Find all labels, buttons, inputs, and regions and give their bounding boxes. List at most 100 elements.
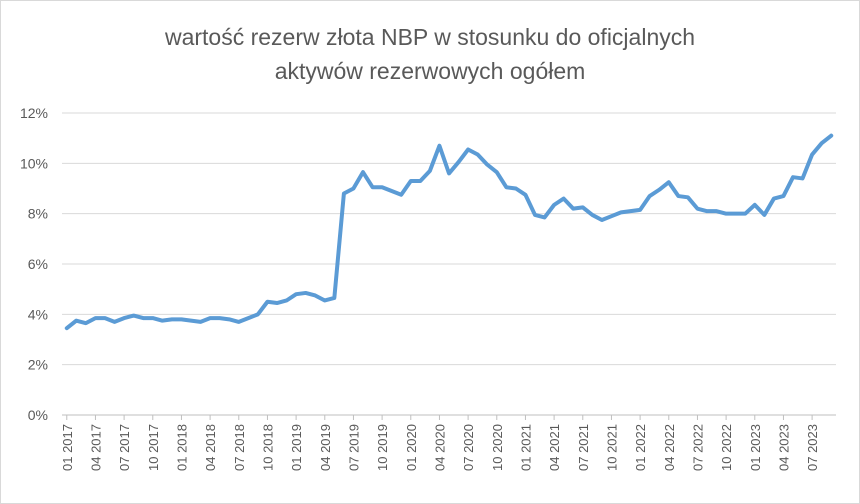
x-tick-label: 01 2022 (633, 424, 648, 471)
chart-title-line-2: aktywów rezerwowych ogółem (274, 58, 586, 84)
data-point (791, 175, 795, 179)
data-point (342, 192, 346, 196)
data-point (772, 197, 776, 201)
data-point (676, 194, 680, 198)
y-tick-label: 8% (28, 206, 48, 222)
x-tick-label: 01 2017 (60, 424, 75, 471)
x-tick-label: 07 2019 (346, 424, 361, 471)
series-line (64, 133, 834, 331)
data-point (65, 326, 69, 330)
data-point (476, 153, 480, 157)
plot-area (64, 133, 834, 331)
data-point (399, 193, 403, 197)
data-point (199, 320, 203, 324)
data-point (686, 195, 690, 199)
data-point (552, 203, 556, 207)
data-point (562, 197, 566, 201)
chart-title: wartość rezerw złota NBP w stosunku do o… (0, 20, 860, 88)
x-tick-label: 04 2017 (88, 424, 103, 471)
x-tick-label: 07 2018 (232, 424, 247, 471)
data-point (619, 210, 623, 214)
data-point (762, 213, 766, 217)
x-tick-label: 07 2020 (461, 424, 476, 471)
y-tick-label: 12% (20, 105, 48, 121)
data-point (533, 213, 537, 217)
gridlines (62, 112, 836, 416)
x-tick-label: 07 2022 (690, 424, 705, 471)
data-point (256, 312, 260, 316)
x-tick-label: 10 2022 (719, 424, 734, 471)
x-tick-label: 10 2017 (146, 424, 161, 471)
data-point (371, 185, 375, 189)
data-point (170, 317, 174, 321)
data-point (657, 188, 661, 192)
data-point (93, 316, 97, 320)
data-point (504, 185, 508, 189)
data-point (227, 317, 231, 321)
y-axis-labels: 0% 2% 4% 6% 8% 10% 12% (20, 105, 48, 423)
data-point (323, 298, 327, 302)
data-point (581, 205, 585, 209)
data-point (485, 163, 489, 167)
y-tick-label: 0% (28, 407, 48, 423)
data-point (179, 317, 183, 321)
data-point (122, 316, 126, 320)
data-point (428, 169, 432, 173)
data-point (351, 187, 355, 191)
data-point (629, 209, 633, 213)
data-point (820, 141, 824, 145)
x-tick-label: 04 2019 (318, 424, 333, 471)
data-point (648, 194, 652, 198)
data-point (390, 189, 394, 193)
data-point (600, 218, 604, 222)
chart-title-line-1: wartość rezerw złota NBP w stosunku do o… (164, 24, 696, 50)
data-point (695, 207, 699, 211)
data-point (189, 319, 193, 323)
x-tick-label: 04 2022 (662, 424, 677, 471)
data-point (74, 319, 78, 323)
data-point (437, 144, 441, 148)
data-point (285, 298, 289, 302)
data-point (132, 314, 136, 318)
data-point (275, 301, 279, 305)
x-tick-label: 01 2020 (404, 424, 419, 471)
data-point (829, 134, 833, 138)
data-point (313, 293, 317, 297)
data-point (208, 316, 212, 320)
data-point (294, 292, 298, 296)
x-tick-label: 10 2020 (490, 424, 505, 471)
data-point (638, 208, 642, 212)
y-tick-label: 6% (28, 256, 48, 272)
x-tick-label: 04 2021 (547, 424, 562, 471)
data-point (113, 320, 117, 324)
y-tick-label: 2% (28, 357, 48, 373)
data-point (409, 179, 413, 183)
x-tick-label: 07 2021 (576, 424, 591, 471)
data-point (380, 185, 384, 189)
data-point (667, 180, 671, 184)
data-point (218, 316, 222, 320)
x-tick-label: 10 2019 (375, 424, 390, 471)
data-point (743, 212, 747, 216)
data-point (361, 170, 365, 174)
x-tick-label: 01 2018 (174, 424, 189, 471)
data-point (571, 207, 575, 211)
x-tick-label: 10 2021 (604, 424, 619, 471)
data-point (103, 316, 107, 320)
y-tick-label: 4% (28, 306, 48, 322)
x-tick-label: 07 2017 (117, 424, 132, 471)
data-point (810, 153, 814, 157)
data-point (457, 160, 461, 164)
data-point (801, 176, 805, 180)
y-tick-label: 10% (20, 155, 48, 171)
data-point (609, 214, 613, 218)
data-point (265, 300, 269, 304)
x-tick-label: 04 2023 (776, 424, 791, 471)
data-point (523, 193, 527, 197)
data-point (543, 215, 547, 219)
x-tick-label: 07 2023 (805, 424, 820, 471)
x-tick-label: 01 2021 (518, 424, 533, 471)
x-tick-label: 01 2023 (748, 424, 763, 471)
